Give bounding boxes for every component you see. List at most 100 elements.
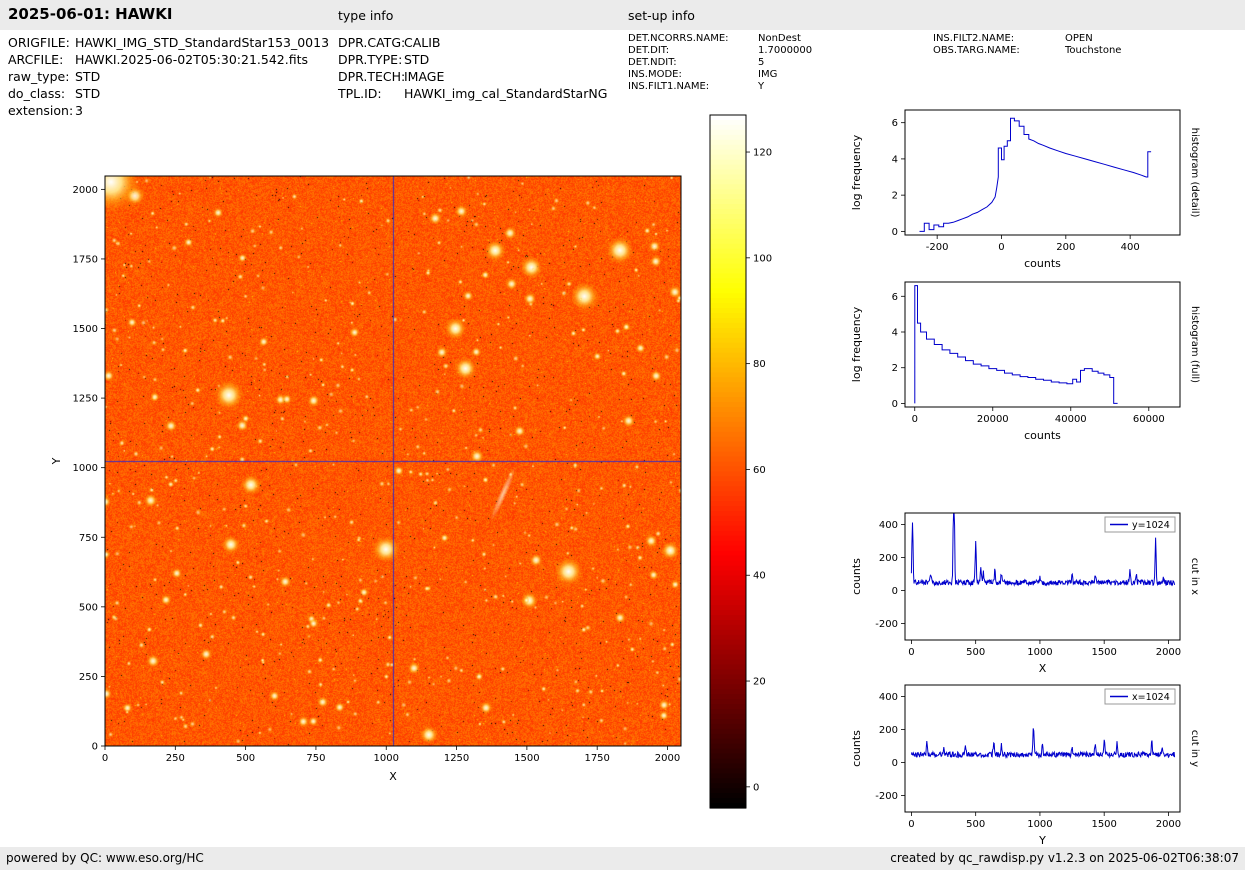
field-value: 3 [75, 103, 83, 118]
svg-text:250: 250 [166, 753, 185, 764]
svg-text:100: 100 [753, 253, 772, 264]
svg-text:500: 500 [966, 819, 985, 830]
svg-text:1500: 1500 [73, 324, 98, 335]
footer-credit-left: powered by QC: www.eso.org/HC [6, 851, 204, 865]
svg-text:250: 250 [79, 672, 98, 683]
field-label: TPL.ID: [338, 86, 382, 101]
svg-text:counts: counts [850, 558, 863, 595]
svg-text:1750: 1750 [584, 753, 609, 764]
svg-text:0: 0 [92, 742, 98, 753]
type-info-heading: type info [338, 8, 394, 23]
field-label: DPR.TYPE: [338, 52, 403, 67]
field-value: Touchstone [1065, 45, 1122, 56]
svg-text:1000: 1000 [1027, 819, 1052, 830]
svg-text:0: 0 [892, 758, 898, 769]
svg-text:-200: -200 [875, 791, 898, 802]
field-label: DET.DIT: [628, 45, 670, 56]
setup-info-block-2: INS.FILT2.NAME: OPEN OBS.TARG.NAME: Touc… [933, 33, 1121, 57]
svg-text:40: 40 [753, 571, 766, 582]
svg-text:counts: counts [850, 730, 863, 767]
svg-text:y=1024: y=1024 [1132, 520, 1170, 531]
svg-text:0: 0 [998, 242, 1004, 253]
svg-text:6: 6 [892, 292, 898, 303]
svg-text:500: 500 [236, 753, 255, 764]
info-row: do_class: STD [8, 85, 329, 102]
info-row: DPR.TYPE: STD [338, 51, 607, 68]
info-row: TPL.ID: HAWKI_img_cal_StandardStarNG [338, 85, 607, 102]
svg-text:200: 200 [1056, 242, 1075, 253]
svg-text:400: 400 [1121, 242, 1140, 253]
info-row: DPR.CATG: CALIB [338, 34, 607, 51]
svg-text:0: 0 [102, 753, 108, 764]
svg-text:0: 0 [908, 819, 914, 830]
svg-text:Y: Y [1038, 834, 1046, 847]
svg-text:histogram (detail): histogram (detail) [1189, 128, 1200, 218]
svg-text:1500: 1500 [1091, 647, 1116, 658]
main-image-plot: 0 250 500 750 1000 1250 1500 1750 2000 0 250 500 750… [20, 150, 720, 815]
svg-text:1250: 1250 [73, 394, 98, 405]
svg-text:4: 4 [892, 154, 898, 165]
field-label: DET.NCORRS.NAME: [628, 33, 729, 44]
svg-text:counts: counts [1024, 429, 1061, 442]
field-value: HAWKI_IMG_STD_StandardStar153_0013 [75, 35, 330, 50]
field-value: IMAGE [404, 69, 445, 84]
svg-text:200: 200 [879, 553, 898, 564]
svg-text:X: X [1039, 662, 1047, 675]
info-row: ARCFILE: HAWKI.2025-06-02T05:30:21.542.f… [8, 51, 329, 68]
colorbar: 0 20 40 60 80 100 120 [700, 100, 795, 815]
svg-text:Y: Y [50, 457, 63, 465]
svg-text:1750: 1750 [73, 254, 98, 265]
svg-text:-200: -200 [926, 242, 949, 253]
info-row: raw_type: STD [8, 68, 329, 85]
field-label: do_class: [8, 86, 66, 101]
svg-text:x=1024: x=1024 [1132, 692, 1170, 703]
svg-text:20: 20 [753, 677, 766, 688]
field-label: INS.MODE: [628, 69, 682, 80]
histogram-full-axes: 0 20000 40000 60000 0 2 4 6 counts log frequency h… [850, 281, 1200, 442]
histogram-full-plot: 0 20000 40000 60000 0 2 4 6 counts log frequency h… [830, 277, 1205, 452]
field-value: HAWKI_img_cal_StandardStarNG [404, 86, 608, 101]
svg-text:60: 60 [753, 465, 766, 476]
field-label: INS.FILT2.NAME: [933, 33, 1015, 44]
field-label: DET.NDIT: [628, 57, 677, 68]
footer-bar: powered by QC: www.eso.org/HC created by… [0, 847, 1245, 870]
svg-text:0: 0 [892, 227, 898, 238]
field-label: DPR.CATG: [338, 35, 406, 50]
info-row: ORIGFILE: HAWKI_IMG_STD_StandardStar153_… [8, 34, 329, 51]
field-value: STD [404, 52, 430, 67]
field-value: CALIB [404, 35, 441, 50]
field-value: Y [758, 81, 765, 92]
type-info-block: DPR.CATG: CALIB DPR.TYPE: STD DPR.TECH: … [338, 34, 607, 102]
svg-text:log frequency: log frequency [850, 306, 863, 382]
header-bar: 2025-06-01: HAWKI type info set-up info [0, 0, 1245, 30]
info-row: DET.NCORRS.NAME: NonDest [628, 33, 812, 45]
setup-info-block-1: DET.NCORRS.NAME: NonDest DET.DIT: 1.7000… [628, 33, 812, 93]
svg-text:cut in y: cut in y [1189, 730, 1200, 767]
info-row: DET.DIT: 1.7000000 [628, 45, 812, 57]
svg-text:2: 2 [892, 363, 898, 374]
svg-text:0: 0 [912, 414, 918, 425]
field-value: NonDest [758, 33, 801, 44]
svg-text:0: 0 [892, 399, 898, 410]
svg-text:histogram (full): histogram (full) [1189, 306, 1200, 383]
svg-text:4: 4 [892, 328, 898, 339]
main-plot-axes: 0 250 500 750 1000 1250 1500 1750 2000 0 250 500 750… [50, 175, 682, 783]
svg-text:750: 750 [306, 753, 325, 764]
page-title: 2025-06-01: HAWKI [8, 5, 173, 23]
field-value: STD [75, 86, 101, 101]
info-row: INS.FILT1.NAME: Y [628, 81, 812, 93]
info-row: INS.MODE: IMG [628, 69, 812, 81]
svg-text:2000: 2000 [73, 185, 98, 196]
field-label: ORIGFILE: [8, 35, 70, 50]
info-row: DET.NDIT: 5 [628, 57, 812, 69]
field-value: STD [75, 69, 101, 84]
svg-text:1250: 1250 [444, 753, 469, 764]
field-label: INS.FILT1.NAME: [628, 81, 710, 92]
svg-text:2: 2 [892, 191, 898, 202]
info-row: extension: 3 [8, 102, 329, 119]
svg-text:0: 0 [908, 647, 914, 658]
svg-text:2000: 2000 [1156, 647, 1181, 658]
svg-text:400: 400 [879, 692, 898, 703]
